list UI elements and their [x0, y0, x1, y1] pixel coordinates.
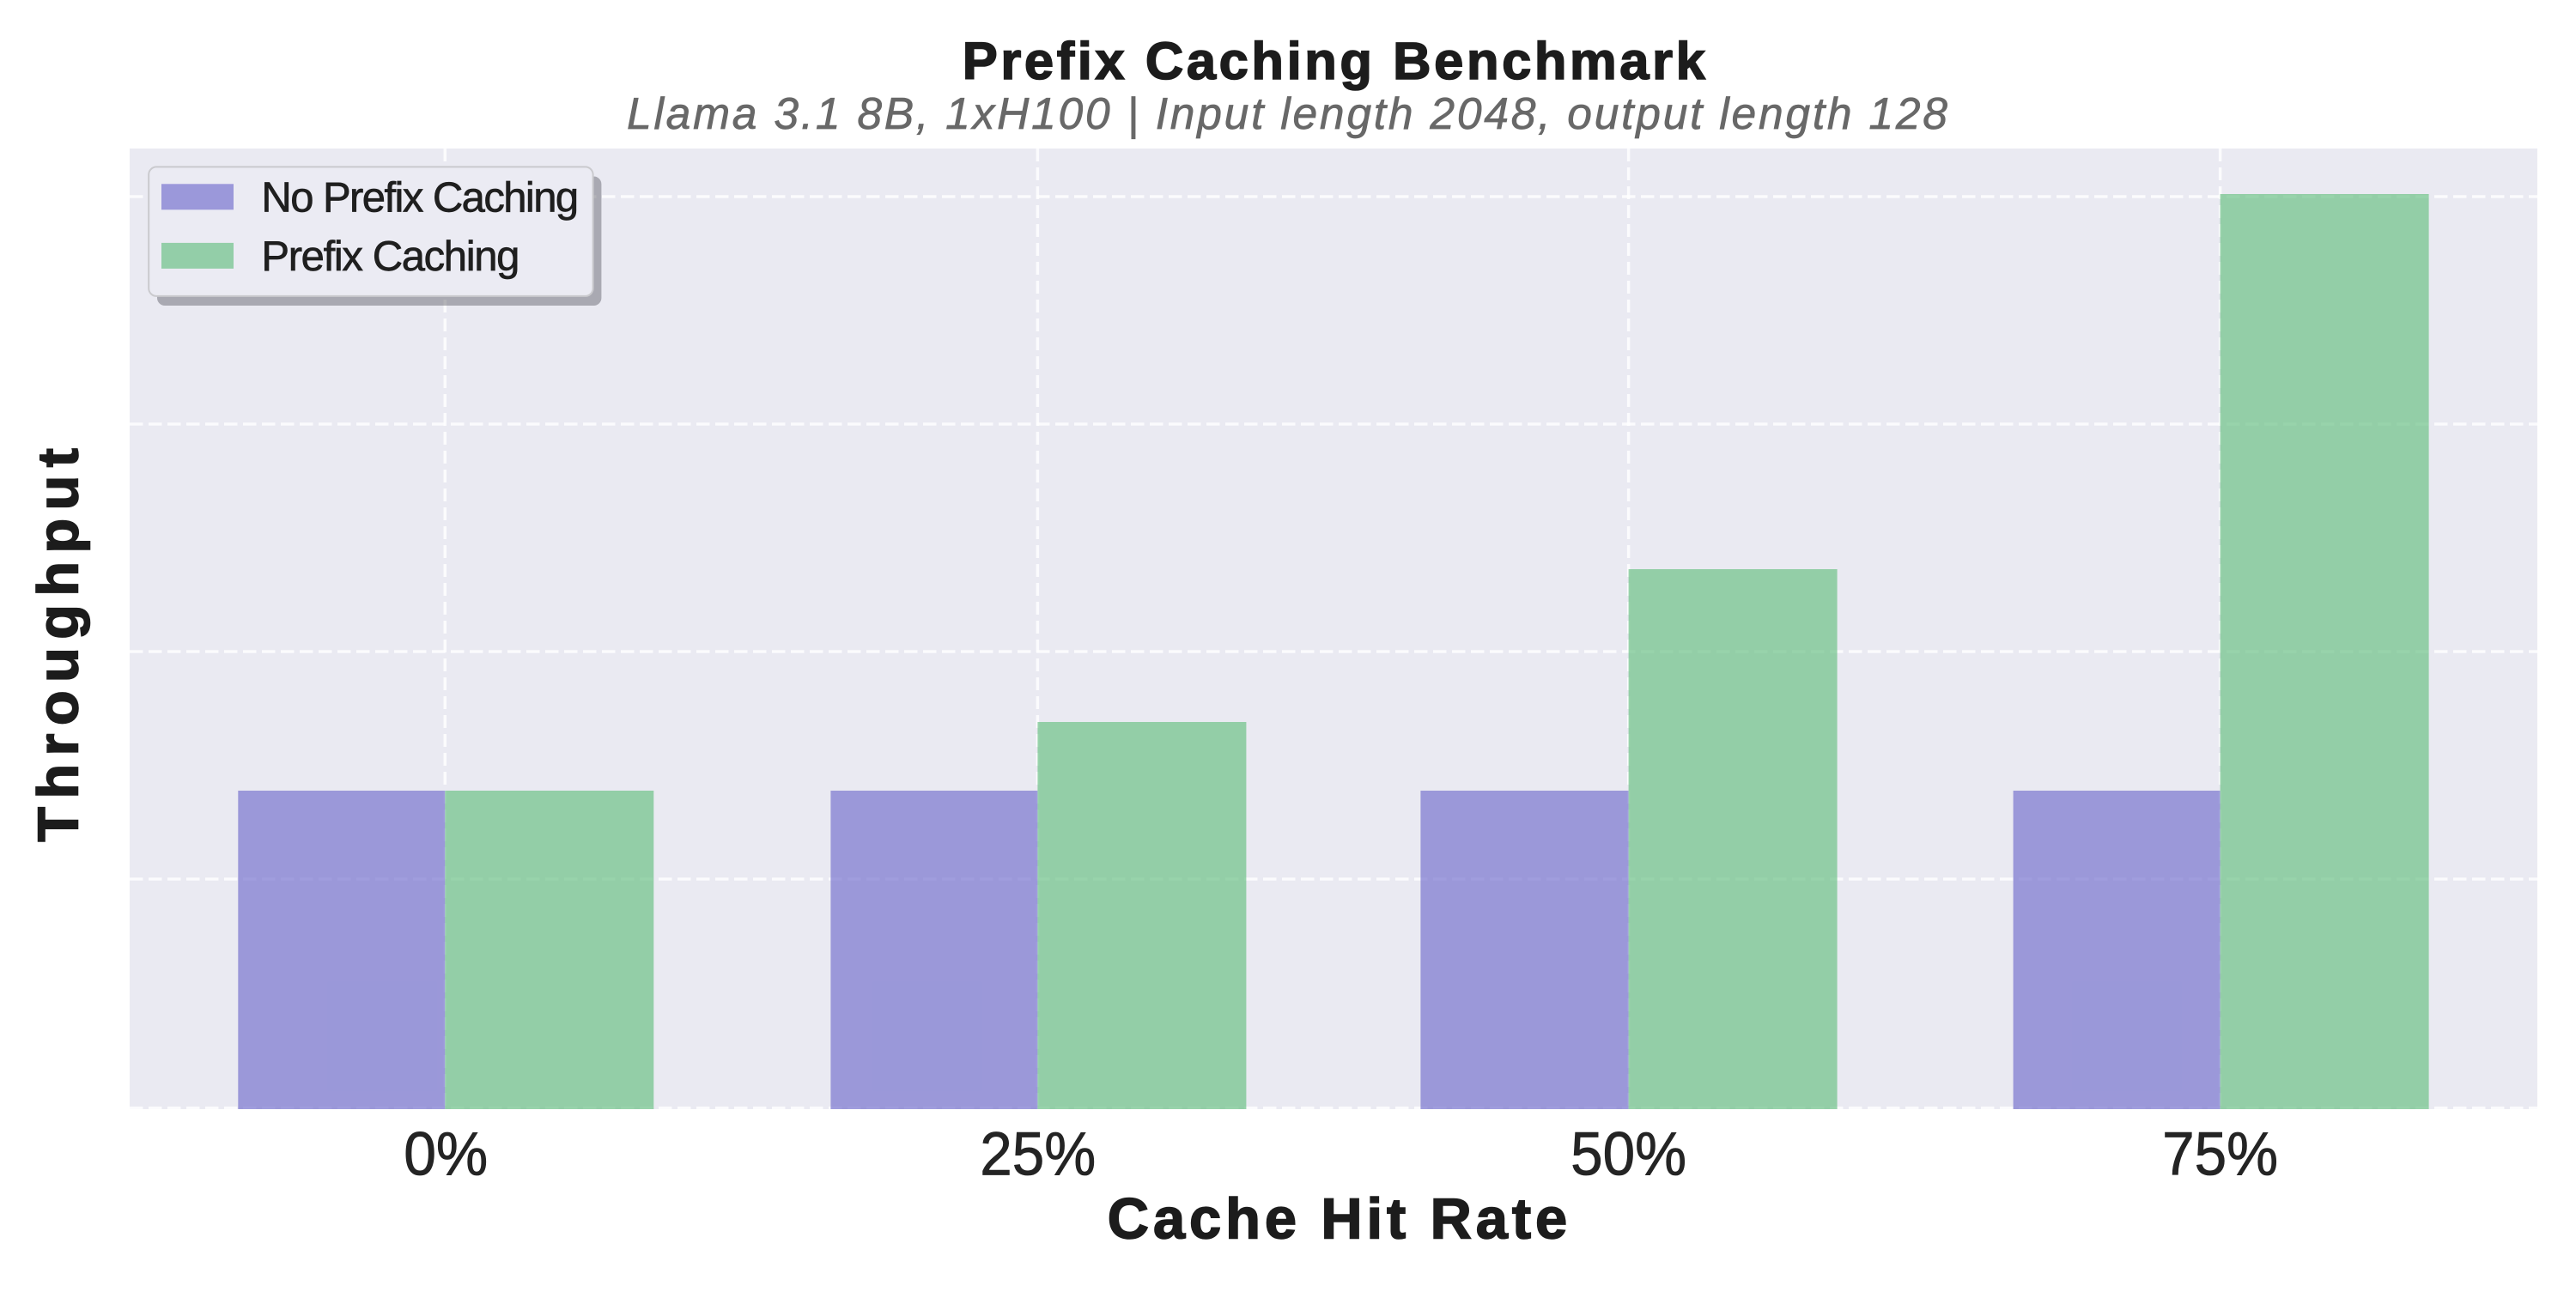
svg-text:Throughput: Throughput — [27, 448, 91, 842]
svg-text:Cache Hit Rate: Cache Hit Rate — [1108, 1187, 1567, 1251]
svg-text:25%: 25% — [980, 1120, 1096, 1189]
svg-text:No Prefix Caching: No Prefix Caching — [261, 175, 579, 221]
svg-text:Prefix Caching: Prefix Caching — [261, 234, 519, 280]
svg-text:75%: 75% — [2162, 1120, 2278, 1189]
svg-text:Llama 3.1 8B, 1xH100 | Input l: Llama 3.1 8B, 1xH100 | Input length 2048… — [627, 88, 1947, 138]
svg-text:Prefix Caching Benchmark: Prefix Caching Benchmark — [963, 32, 1706, 91]
svg-text:50%: 50% — [1571, 1120, 1686, 1189]
svg-text:0%: 0% — [404, 1120, 488, 1189]
